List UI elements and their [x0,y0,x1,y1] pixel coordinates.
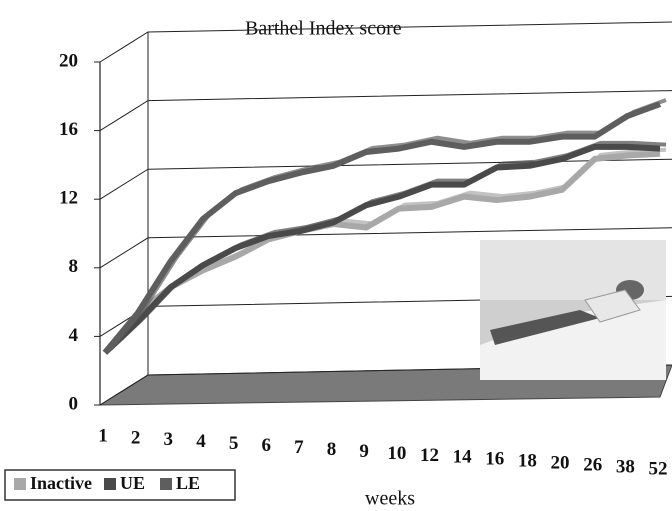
legend-label: LE [176,473,200,493]
legend-swatch [104,478,116,490]
x-tick-label: 7 [294,437,304,458]
legend-label: UE [120,473,145,493]
x-tick-label: 12 [420,445,439,466]
x-tick-label: 6 [261,435,271,456]
x-tick-label: 9 [359,441,369,462]
inset-photo [480,240,666,380]
legend-swatch [160,478,172,490]
x-tick-label: 1 [98,425,108,446]
x-tick-label: 38 [616,456,635,477]
x-tick-label: 3 [164,429,174,450]
y-tick-label: 12 [59,188,78,209]
y-tick-label: 16 [59,119,78,140]
grid-line [100,91,672,131]
x-tick-label: 4 [196,431,206,452]
legend-label: Inactive [30,473,92,493]
x-tick-label: 10 [387,443,406,464]
x-tick-label: 2 [131,427,141,448]
x-tick-label: 18 [518,451,537,472]
y-tick-label: 8 [69,256,79,277]
x-tick-label: 8 [327,439,337,460]
y-tick-label: 4 [69,325,79,346]
x-tick-label: 14 [453,447,473,468]
chart: Barthel Index score weeks 04812162012345… [0,0,672,511]
legend-swatch [14,478,26,490]
y-tick-label: 20 [59,50,78,71]
y-tick-label: 0 [69,393,79,414]
x-tick-label: 20 [551,453,570,474]
x-tick-label: 26 [583,454,602,475]
x-tick-label: 52 [649,458,668,479]
x-tick-label: 16 [485,449,504,470]
x-tick-label: 5 [229,433,239,454]
x-axis-title: weeks [365,488,415,510]
